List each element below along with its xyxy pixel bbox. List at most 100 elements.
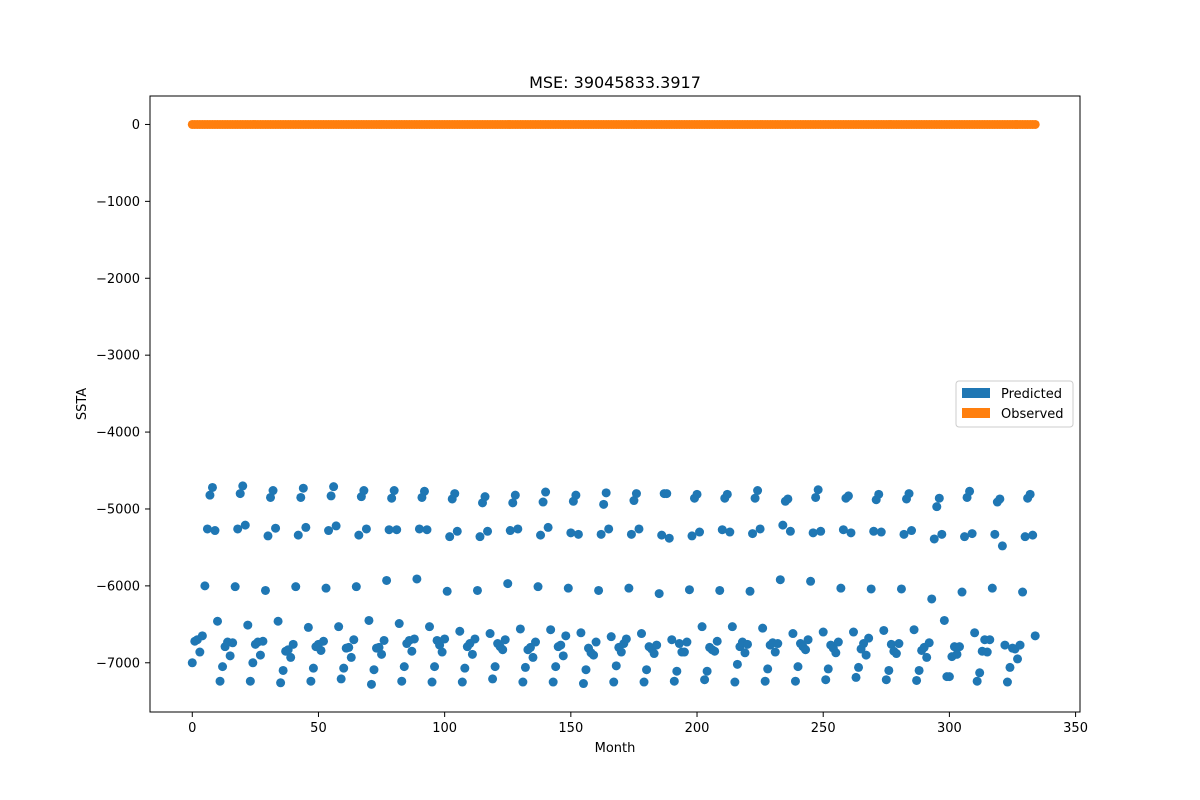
predicted-point bbox=[316, 645, 326, 655]
predicted-point bbox=[1030, 631, 1040, 641]
predicted-point bbox=[207, 482, 217, 492]
predicted-point bbox=[215, 676, 225, 686]
predicted-point bbox=[271, 523, 281, 533]
predicted-point bbox=[392, 525, 402, 535]
predicted-point bbox=[430, 662, 440, 672]
predicted-point bbox=[336, 674, 346, 684]
predicted-point bbox=[508, 498, 518, 508]
predicted-point bbox=[944, 672, 954, 682]
y-tick-label: −7000 bbox=[96, 656, 140, 671]
predicted-point bbox=[556, 640, 566, 650]
predicted-point bbox=[813, 485, 823, 495]
predicted-point bbox=[298, 483, 308, 493]
predicted-point bbox=[306, 676, 316, 686]
predicted-point bbox=[291, 582, 301, 592]
y-tick-label: −3000 bbox=[96, 349, 140, 364]
predicted-point bbox=[483, 526, 493, 536]
legend-label-observed: Observed bbox=[1001, 407, 1064, 422]
predicted-point bbox=[541, 487, 551, 497]
predicted-point bbox=[626, 529, 636, 539]
predicted-point bbox=[1005, 662, 1015, 672]
predicted-point bbox=[480, 492, 490, 502]
predicted-point bbox=[409, 634, 419, 644]
predicted-point bbox=[715, 585, 725, 595]
predicted-point bbox=[846, 528, 856, 538]
y-tick-label: −2000 bbox=[96, 272, 140, 287]
predicted-point bbox=[732, 659, 742, 669]
legend-swatch-predicted bbox=[962, 388, 990, 398]
predicted-point bbox=[268, 486, 278, 496]
predicted-point bbox=[816, 526, 826, 536]
predicted-point bbox=[725, 527, 735, 537]
predicted-point bbox=[952, 649, 962, 659]
predicted-point bbox=[995, 494, 1005, 504]
predicted-point bbox=[664, 533, 674, 543]
predicted-point bbox=[803, 635, 813, 645]
predicted-point bbox=[864, 633, 874, 643]
predicted-point bbox=[775, 575, 785, 585]
predicted-point bbox=[811, 492, 821, 502]
predicted-point bbox=[927, 594, 937, 604]
predicted-point bbox=[255, 650, 265, 660]
predicted-point bbox=[899, 529, 909, 539]
predicted-point bbox=[354, 530, 364, 540]
x-tick-label: 0 bbox=[188, 721, 196, 736]
predicted-point bbox=[604, 524, 614, 534]
predicted-point bbox=[599, 499, 609, 509]
predicted-point bbox=[435, 640, 445, 650]
predicted-point bbox=[445, 532, 455, 542]
predicted-point bbox=[861, 650, 871, 660]
predicted-point bbox=[213, 616, 223, 626]
x-axis: 0 50 100 150 200 250 300 350 bbox=[188, 712, 1088, 736]
predicted-point bbox=[939, 615, 949, 625]
predicted-point bbox=[960, 532, 970, 542]
predicted-point bbox=[384, 525, 394, 535]
predicted-point bbox=[339, 663, 349, 673]
predicted-point bbox=[904, 489, 914, 499]
predicted-point bbox=[727, 622, 737, 632]
predicted-point bbox=[187, 658, 197, 668]
predicted-point bbox=[558, 651, 568, 661]
predicted-point bbox=[987, 583, 997, 593]
predicted-point bbox=[692, 489, 702, 499]
predicted-point bbox=[233, 524, 243, 534]
predicted-point bbox=[427, 677, 437, 687]
predicted-point bbox=[831, 648, 841, 658]
predicted-point bbox=[975, 668, 985, 678]
predicted-point bbox=[349, 635, 359, 645]
predicted-point bbox=[1013, 654, 1023, 664]
plot-area bbox=[187, 119, 1040, 689]
predicted-point bbox=[869, 526, 879, 536]
predicted-point bbox=[886, 639, 896, 649]
predicted-point bbox=[389, 486, 399, 496]
predicted-point bbox=[455, 626, 465, 636]
predicted-point bbox=[790, 676, 800, 686]
x-tick-label: 300 bbox=[937, 721, 962, 736]
predicted-point bbox=[669, 676, 679, 686]
predicted-point bbox=[758, 623, 768, 633]
predicted-point bbox=[490, 662, 500, 672]
predicted-point bbox=[631, 489, 641, 499]
predicted-point bbox=[573, 529, 583, 539]
predicted-point bbox=[510, 490, 520, 500]
predicted-point bbox=[821, 675, 831, 685]
predicted-point bbox=[518, 677, 528, 687]
predicted-point bbox=[866, 584, 876, 594]
predicted-point bbox=[450, 489, 460, 499]
predicted-point bbox=[611, 661, 621, 671]
predicted-point bbox=[990, 529, 1000, 539]
predicted-point bbox=[440, 634, 450, 644]
predicted-point bbox=[210, 526, 220, 536]
predicted-point bbox=[621, 634, 631, 644]
x-tick-label: 350 bbox=[1063, 721, 1088, 736]
x-tick-label: 50 bbox=[310, 721, 327, 736]
predicted-point bbox=[750, 493, 760, 503]
predicted-point bbox=[566, 528, 576, 538]
predicted-point bbox=[293, 530, 303, 540]
predicted-point bbox=[924, 638, 934, 648]
predicted-point bbox=[460, 663, 470, 673]
predicted-point bbox=[1020, 532, 1030, 542]
predicted-point bbox=[1015, 640, 1025, 650]
predicted-point bbox=[965, 486, 975, 496]
predicted-point bbox=[722, 489, 732, 499]
